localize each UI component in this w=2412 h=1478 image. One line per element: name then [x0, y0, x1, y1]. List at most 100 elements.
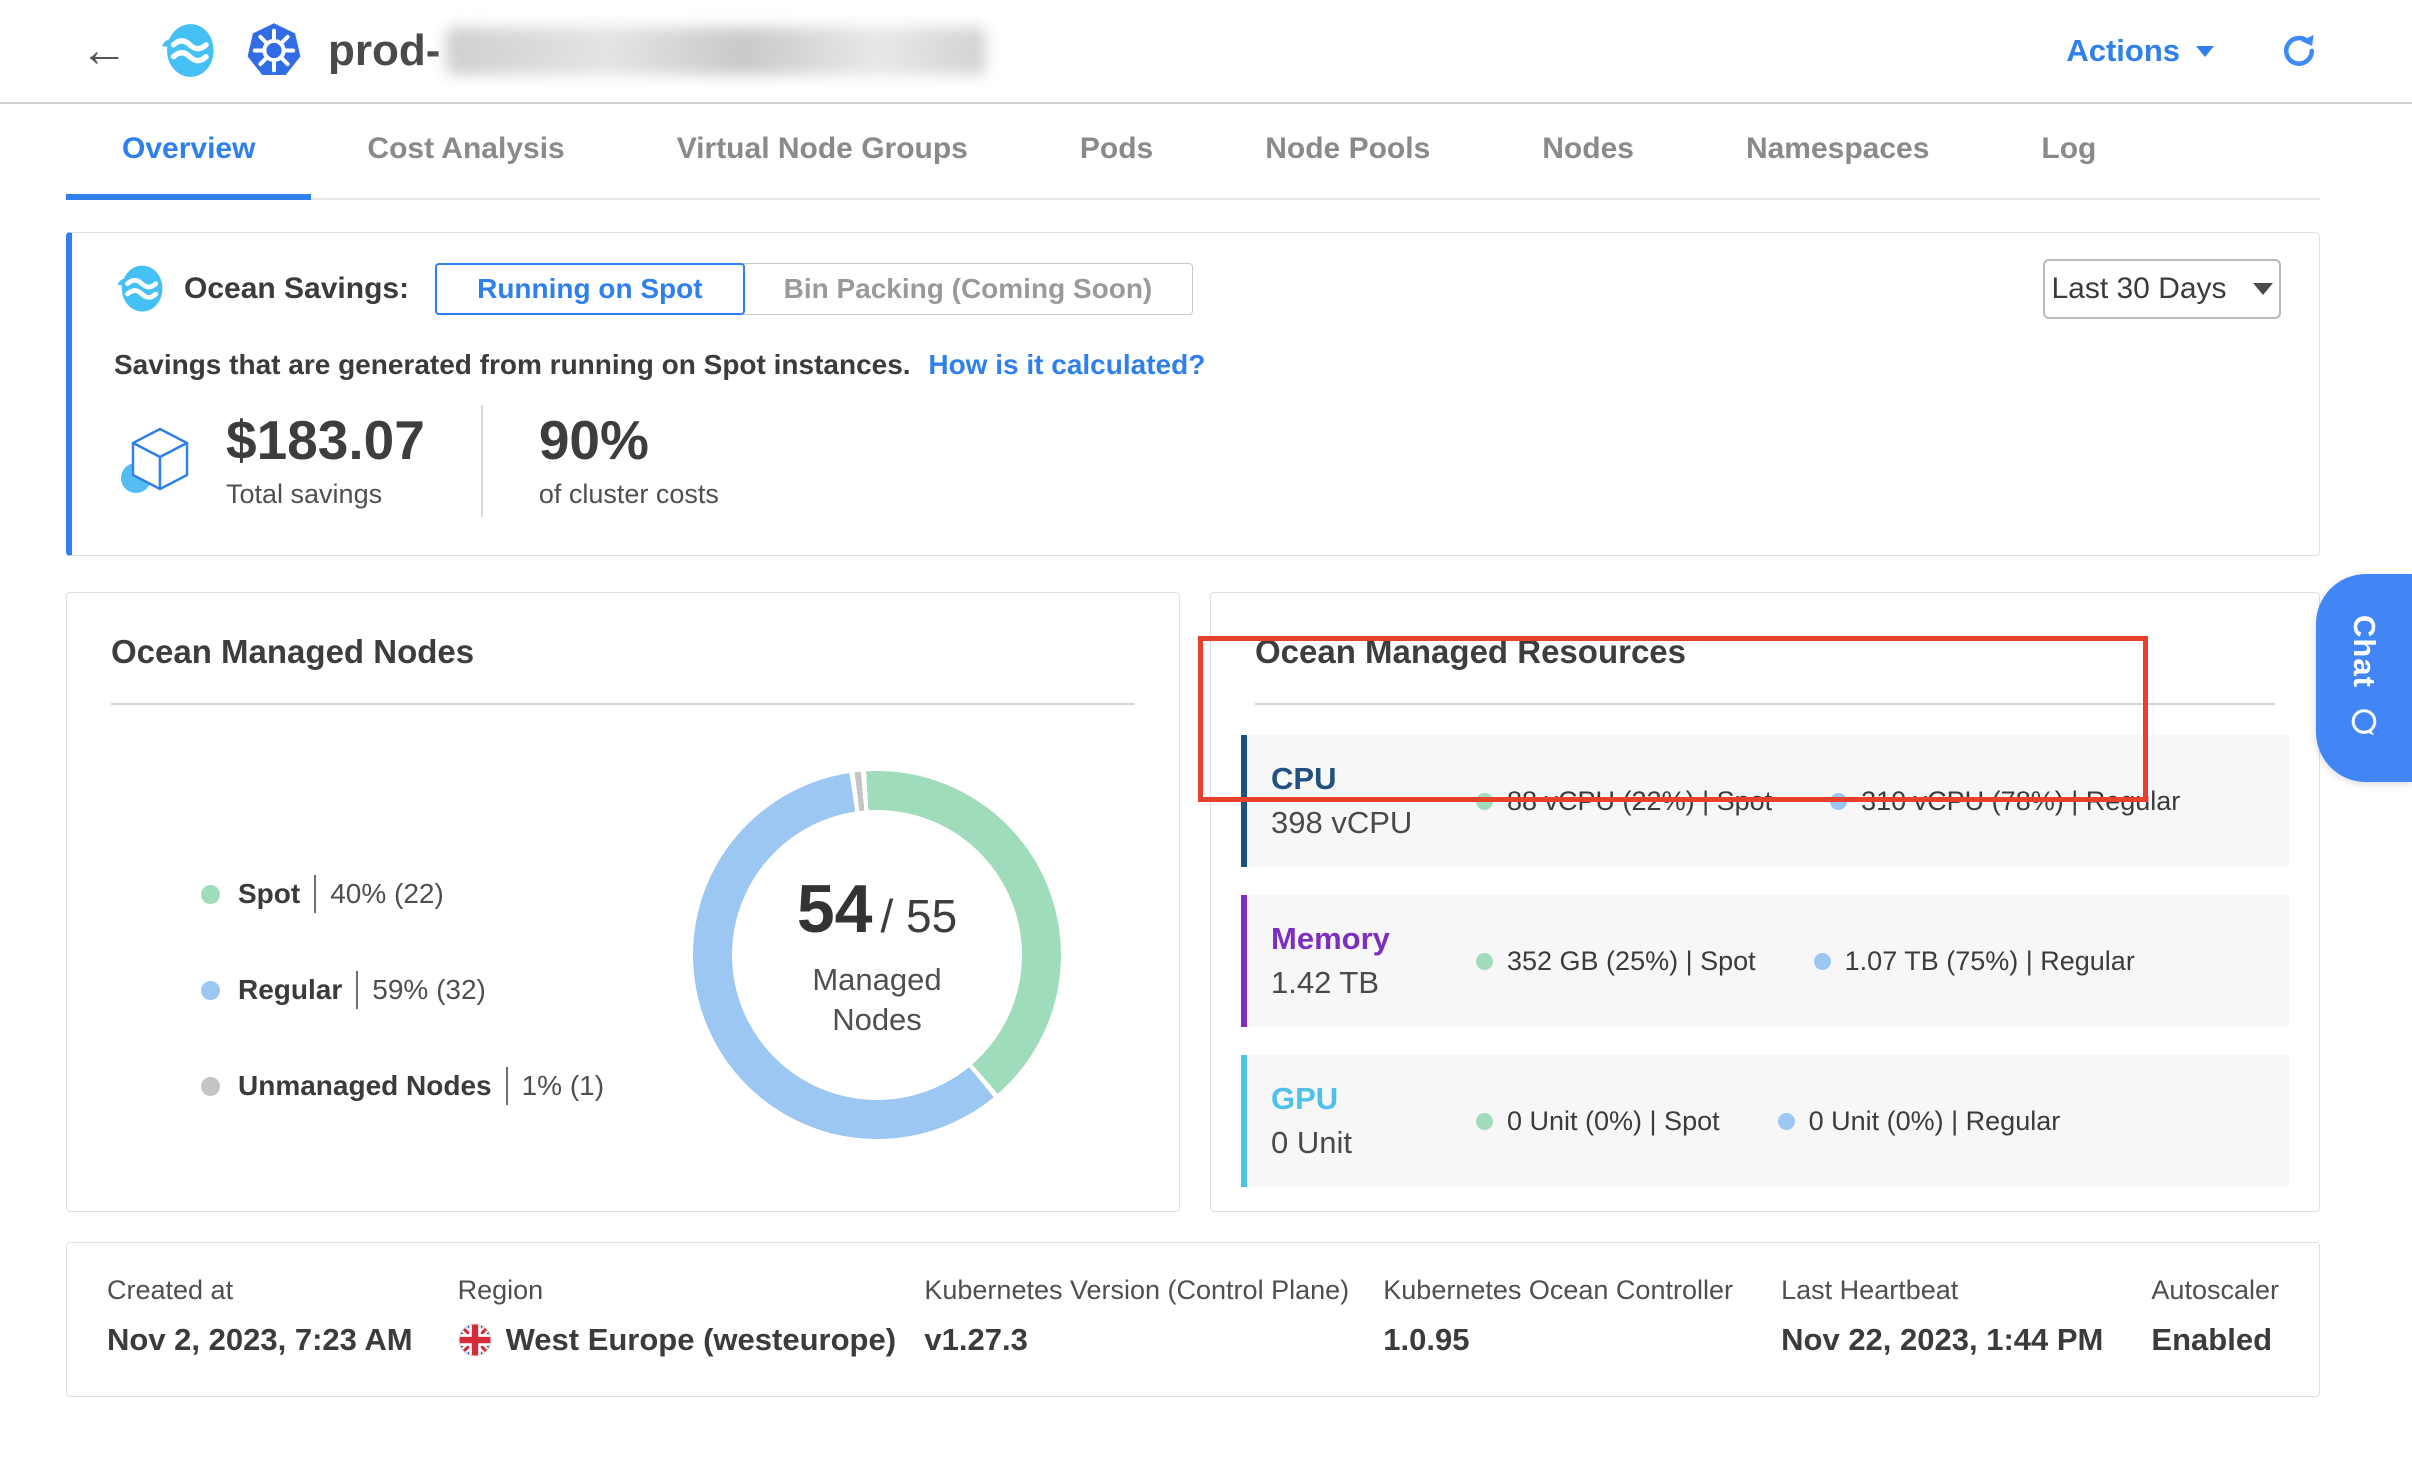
managed-nodes-total: / 55 — [880, 889, 958, 942]
regular-dot-icon — [1813, 952, 1831, 970]
info-value: Enabled — [2151, 1322, 2273, 1357]
ocean-wave-icon — [158, 20, 220, 82]
tab-log[interactable]: Log — [2041, 132, 2097, 165]
legend-item-regular: Regular 59% (32) — [201, 971, 604, 1009]
resource-row-cpu: CPU 398 vCPU 88 vCPU (22%) | Spot 310 vC… — [1241, 735, 2289, 867]
gpu-total-value: 0 Unit — [1271, 1125, 1352, 1160]
cpu-label: CPU — [1271, 761, 1337, 796]
info-label: Last Heartbeat — [1781, 1275, 1959, 1305]
chat-label: Chat — [2347, 614, 2382, 688]
spot-dot-icon — [1476, 792, 1493, 810]
tab-namespaces[interactable]: Namespaces — [1745, 132, 1930, 165]
info-ocean-controller: Kubernetes Ocean Controller 1.0.95 — [1383, 1275, 1781, 1358]
gpu-spot-stat: 0 Unit (0%) | Spot — [1476, 1106, 1720, 1137]
stat-text: 0 Unit (0%) | Regular — [1808, 1105, 2061, 1136]
savings-description: Savings that are generated from running … — [114, 349, 911, 380]
regular-dot-icon — [201, 980, 220, 1000]
info-label: Created at — [107, 1275, 234, 1305]
tab-virtual-node-groups[interactable]: Virtual Node Groups — [676, 132, 968, 165]
tab-nodes[interactable]: Nodes — [1542, 132, 1634, 165]
legend-label: Spot — [238, 878, 301, 909]
regular-dot-icon — [1830, 792, 1848, 810]
legend-label: Unmanaged Nodes — [238, 1070, 492, 1101]
top-bar: ← — [0, 0, 2412, 102]
period-selector[interactable]: Last 30 Days — [2043, 259, 2281, 319]
info-value: Nov 22, 2023, 1:44 PM — [1781, 1322, 2104, 1357]
topbar-actions: Actions — [2066, 30, 2320, 72]
stat-text: 1.07 TB (75%) | Regular — [1844, 945, 2135, 976]
info-last-heartbeat: Last Heartbeat Nov 22, 2023, 1:44 PM — [1781, 1275, 2151, 1358]
tab-pods[interactable]: Pods — [1079, 132, 1154, 165]
managed-nodes-donut-ring: 54 / 55 Managed Nodes — [693, 771, 1061, 1139]
cpu-spot-stat: 88 vCPU (22%) | Spot — [1476, 786, 1772, 817]
spot-dot-icon — [201, 884, 220, 904]
how-calculated-link[interactable]: How is it calculated? — [928, 349, 1206, 380]
tab-overview[interactable]: Overview — [66, 104, 312, 200]
stat-text: 352 GB (25%) | Spot — [1507, 945, 1756, 976]
ocean-managed-resources-card: Ocean Managed Resources CPU 398 vCPU 88 … — [1210, 592, 2320, 1212]
legend-value: 40% (22) — [330, 878, 444, 909]
memory-total-value: 1.42 TB — [1271, 965, 1380, 1000]
info-label: Kubernetes Version (Control Plane) — [924, 1275, 1350, 1305]
cluster-info-bar: Created at Nov 2, 2023, 7:23 AM Region — [66, 1242, 2320, 1397]
ocean-managed-nodes-card: Ocean Managed Nodes Spot 40% (22) Regula… — [66, 592, 1180, 1212]
info-created-at: Created at Nov 2, 2023, 7:23 AM — [107, 1275, 458, 1358]
resource-row-memory: Memory 1.42 TB 352 GB (25%) | Spot 1.07 … — [1241, 895, 2289, 1027]
refresh-icon[interactable] — [2278, 30, 2320, 72]
total-savings-label: Total savings — [226, 479, 383, 510]
cluster-cost-percent-value: 90% — [538, 408, 649, 471]
ocean-savings-icon — [114, 262, 168, 316]
info-k8s-version: Kubernetes Version (Control Plane) v1.27… — [924, 1275, 1383, 1358]
managed-nodes-center-label: Managed Nodes — [812, 961, 942, 1037]
legend-item-spot: Spot 40% (22) — [201, 875, 604, 913]
ocean-savings-label: Ocean Savings: — [184, 272, 410, 305]
info-value: v1.27.3 — [924, 1322, 1028, 1357]
regular-dot-icon — [1777, 1112, 1795, 1130]
chat-button[interactable]: Chat — [2316, 574, 2412, 782]
tab-node-pools[interactable]: Node Pools — [1265, 132, 1431, 165]
total-savings-value: $183.07 — [226, 408, 425, 471]
legend-label: Regular — [238, 974, 343, 1005]
legend-separator — [356, 971, 359, 1009]
savings-cube-icon — [114, 415, 206, 507]
tab-cost-analysis[interactable]: Cost Analysis — [367, 132, 565, 165]
info-value: Nov 2, 2023, 7:23 AM — [107, 1322, 413, 1357]
legend-value: 59% (32) — [372, 974, 486, 1005]
card-divider — [1255, 703, 2275, 705]
nodes-legend: Spot 40% (22) Regular 59% (32) Unmanaged… — [201, 875, 604, 1139]
period-selector-value: Last 30 Days — [2051, 272, 2227, 305]
gpu-regular-stat: 0 Unit (0%) | Regular — [1777, 1105, 2061, 1137]
memory-spot-stat: 352 GB (25%) | Spot — [1476, 946, 1756, 977]
info-label: Autoscaler — [2151, 1275, 2279, 1305]
managed-resources-title: Ocean Managed Resources — [1255, 633, 1686, 670]
spot-dot-icon — [1476, 1112, 1493, 1130]
info-value-text: West Europe (westeurope) — [505, 1322, 897, 1357]
stat-text: 0 Unit (0%) | Spot — [1507, 1105, 1720, 1136]
bin-packing-button[interactable]: Bin Packing (Coming Soon) — [742, 263, 1194, 315]
legend-value: 1% (1) — [521, 1070, 605, 1101]
memory-regular-stat: 1.07 TB (75%) | Regular — [1813, 945, 2135, 977]
cluster-cost-percent-label: of cluster costs — [538, 479, 719, 510]
chevron-down-icon — [2196, 45, 2214, 57]
info-autoscaler: Autoscaler Enabled — [2151, 1275, 2279, 1358]
ocean-savings-panel: Ocean Savings: Running on Spot Bin Packi… — [66, 232, 2320, 556]
actions-dropdown[interactable]: Actions — [2066, 33, 2214, 69]
running-on-spot-button[interactable]: Running on Spot — [435, 263, 745, 315]
stat-text: 88 vCPU (22%) | Spot — [1507, 785, 1773, 816]
tab-bar: Overview Cost Analysis Virtual Node Grou… — [66, 104, 2320, 200]
legend-separator — [505, 1067, 508, 1105]
back-arrow-icon[interactable]: ← — [80, 24, 128, 77]
info-label: Kubernetes Ocean Controller — [1383, 1275, 1733, 1305]
managed-nodes-title: Ocean Managed Nodes — [111, 633, 475, 670]
cluster-name-redacted — [446, 27, 987, 75]
chevron-down-icon — [2252, 283, 2273, 295]
card-divider — [111, 703, 1135, 705]
info-region: Region West Europe — [458, 1275, 925, 1358]
cluster-name-prefix: prod- — [328, 26, 441, 75]
spot-dot-icon — [1476, 952, 1493, 970]
legend-separator — [314, 875, 317, 913]
resource-row-gpu: GPU 0 Unit 0 Unit (0%) | Spot 0 Unit (0%… — [1241, 1055, 2289, 1187]
chat-bubble-icon — [2346, 705, 2382, 741]
cards-row: Ocean Managed Nodes Spot 40% (22) Regula… — [66, 592, 2320, 1212]
donut-center: 54 / 55 Managed Nodes — [732, 810, 1022, 1100]
